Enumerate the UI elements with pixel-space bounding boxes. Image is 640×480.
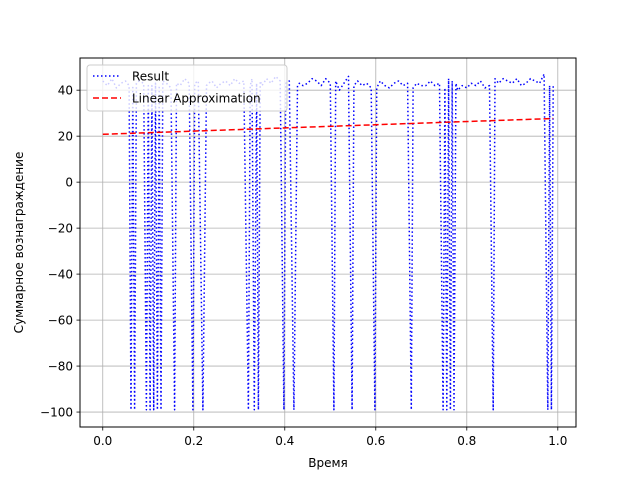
x-tick-label: 0.8 [457, 434, 476, 448]
y-axis-label: Суммарное вознаграждение [12, 152, 26, 334]
x-tick-label: 0.2 [184, 434, 203, 448]
x-tick-label: 1.0 [548, 434, 567, 448]
legend-label-linear-approximation: Linear Approximation [132, 92, 261, 106]
series-line-result [102, 73, 554, 411]
y-tick-label: −40 [48, 268, 73, 282]
x-axis-label: Время [308, 456, 348, 470]
y-tick-label: −100 [40, 406, 73, 420]
x-tick-label: 0.6 [366, 434, 385, 448]
legend-label-result: Result [132, 70, 169, 84]
series-layer [102, 73, 554, 411]
x-tick-label: 0.4 [275, 434, 294, 448]
y-tick-label: −80 [48, 360, 73, 374]
y-tick-label: 20 [58, 130, 73, 144]
y-tick-label: −60 [48, 314, 73, 328]
plot-frame [79, 57, 577, 428]
x-tick-label: 0.0 [93, 434, 112, 448]
series-line-linear-approximation [102, 117, 554, 136]
legend-box [86, 64, 288, 112]
axis-ticks: 0.0 0.2 0.4 0.6 0.8 1.0 −100 −80 −60 −40 −20 0 20 40 [40, 84, 567, 448]
y-tick-label: −20 [48, 222, 73, 236]
y-tick-label: 0 [65, 176, 73, 190]
legend: Result Linear Approximation [86, 64, 288, 112]
y-tick-label: 40 [58, 84, 73, 98]
